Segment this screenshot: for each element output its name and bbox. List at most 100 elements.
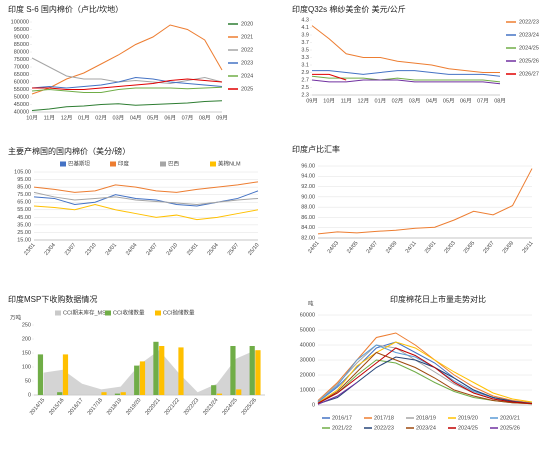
area	[43, 350, 256, 395]
bar	[120, 392, 126, 395]
x-tick-label: 05月	[147, 114, 159, 121]
line	[312, 70, 501, 77]
y-tick-label: 2.5	[301, 85, 309, 91]
y-tick-label: 82.00	[301, 235, 315, 241]
y-tick-label: 50000	[300, 327, 315, 333]
bar	[255, 350, 261, 395]
legend-label: 2022/23	[519, 19, 539, 25]
y-tick-label: 90000	[14, 34, 29, 40]
x-tick-label: 25/01	[424, 240, 437, 254]
line	[311, 25, 500, 73]
line	[31, 100, 223, 111]
bar	[249, 346, 255, 395]
y-tick-label: 35.00	[17, 222, 31, 228]
bar	[178, 347, 184, 395]
x-tick-label: 07月	[182, 114, 194, 121]
y-axis-unit: 吨	[308, 299, 314, 307]
chart-title: 印度棉花日上市量走势对比	[390, 294, 486, 304]
bar	[211, 385, 217, 395]
x-tick-label: 24/11	[405, 240, 418, 254]
y-tick-label: 84.00	[301, 225, 315, 231]
y-tick-label: 15.00	[17, 237, 31, 243]
y-tick-label: 105.00	[14, 169, 31, 175]
x-tick-label: 24/03	[327, 240, 340, 254]
x-tick-label: 2017/18	[87, 397, 104, 416]
y-tick-label: 10000	[300, 387, 315, 393]
y-tick-label: 2.7	[301, 77, 309, 83]
y-tick-label: 40000	[14, 109, 29, 115]
y-tick-label: 90.00	[301, 194, 315, 200]
x-tick-label: 11月	[341, 97, 352, 104]
line	[311, 75, 501, 83]
y-tick-label: 55.00	[17, 207, 31, 213]
legend-label: 2025	[241, 86, 253, 92]
bar	[153, 341, 159, 395]
bar	[230, 346, 236, 395]
line	[317, 356, 533, 405]
y-tick-label: 55000	[14, 87, 29, 93]
y-tick-label: 100000	[11, 19, 29, 25]
line	[33, 203, 259, 221]
x-tick-label: 04月	[130, 114, 142, 121]
y-tick-label: 40000	[300, 342, 315, 348]
legend-label: CCI期末库存_MSP	[63, 308, 110, 316]
legend-label: 2021	[241, 34, 253, 40]
legend-label: 2020	[241, 21, 253, 27]
y-tick-label: 85000	[14, 42, 29, 48]
legend-label: 2026/27	[519, 71, 539, 77]
x-tick-label: 12月	[357, 97, 369, 104]
line	[312, 73, 347, 81]
x-tick-label: 08月	[494, 97, 506, 104]
x-tick-label: 12月	[61, 114, 73, 121]
bar	[37, 354, 44, 395]
bar	[139, 361, 146, 395]
chart-title: 印度卢比汇率	[292, 144, 340, 154]
y-tick-label: 88.00	[301, 205, 315, 211]
bar	[134, 365, 140, 395]
y-tick-label: 3.7	[301, 40, 309, 46]
x-tick-label: 23/04	[44, 242, 57, 256]
x-tick-label: 24/10	[166, 242, 179, 256]
legend-swatch	[160, 161, 166, 167]
y-tick-label: 4.3	[301, 17, 309, 23]
line	[317, 341, 533, 404]
legend-label: 2024	[241, 73, 253, 79]
x-tick-label: 25/07	[227, 242, 240, 256]
bar	[159, 346, 165, 395]
legend-label: 2018/19	[416, 415, 436, 421]
line	[31, 57, 223, 85]
legend-label: CCI收储数量	[113, 308, 145, 316]
x-tick-label: 2022/23	[183, 397, 200, 416]
y-tick-label: 250	[22, 322, 31, 328]
line	[317, 347, 533, 405]
legend-swatch	[60, 161, 66, 167]
x-tick-label: 04月	[426, 97, 438, 104]
y-tick-label: 200	[22, 336, 31, 342]
y-tick-label: 20000	[300, 372, 315, 378]
y-tick-label: 0	[28, 392, 31, 398]
y-tick-label: 4.1	[301, 25, 309, 31]
x-tick-label: 25/11	[521, 240, 534, 254]
x-tick-label: 23/07	[64, 242, 77, 256]
line	[317, 351, 533, 405]
line	[311, 79, 501, 85]
legend-label: 2017/18	[374, 415, 394, 421]
legend-label: 2025/26	[500, 425, 520, 431]
legend-label: 2022/23	[374, 425, 394, 431]
y-tick-label: 94.00	[301, 174, 315, 180]
y-tick-label: 45000	[14, 102, 29, 108]
y-axis-unit: 万吨	[10, 313, 22, 321]
x-tick-label: 2023/24	[202, 397, 219, 416]
legend-swatch	[155, 310, 161, 316]
line	[317, 332, 533, 404]
line	[32, 78, 223, 90]
x-tick-label: 03月	[409, 97, 421, 104]
x-tick-label: 2019/20	[125, 397, 142, 416]
x-tick-label: 06月	[164, 114, 176, 121]
x-tick-label: 24/07	[145, 242, 158, 256]
y-tick-label: 95.00	[17, 177, 31, 183]
x-tick-label: 10月	[323, 97, 335, 104]
bar	[101, 392, 107, 395]
y-tick-label: 100	[22, 364, 31, 370]
x-tick-label: 07月	[477, 97, 489, 104]
